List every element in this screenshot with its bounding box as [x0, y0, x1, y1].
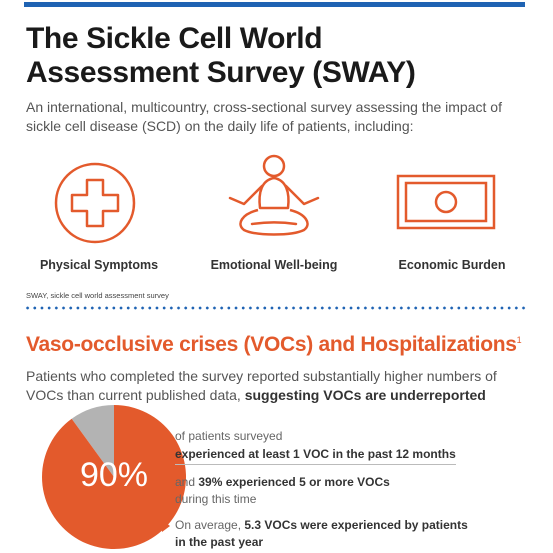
reference-marker: 1 [516, 335, 522, 345]
intro-plain: Patients who completed the survey report… [26, 368, 497, 403]
stat-line-2-text: experienced at least 1 VOC in the past 1… [175, 447, 456, 461]
stat-line-5-plain: On average, [175, 518, 245, 532]
stat-line-3: and 39% experienced 5 or more VOCs [175, 475, 390, 489]
pie-main-slice [41, 405, 186, 549]
arrow-bullet-icon [162, 520, 170, 532]
pie-remainder-slice [71, 405, 114, 477]
page-title: The Sickle Cell World Assessment Survey … [26, 22, 526, 90]
medical-cross-icon [54, 162, 136, 244]
impact-label-physical: Physical Symptoms [39, 258, 159, 272]
stat-line-3-plain: and [175, 475, 199, 489]
section-title: Vaso-occlusive crises (VOCs) and Hospita… [26, 333, 522, 357]
survey-description: An international, multicountry, cross-se… [26, 99, 502, 134]
stat-line-5-bold: 5.3 VOCs were experienced by patients [244, 518, 468, 532]
pie-percent-label: 90% [80, 456, 148, 494]
dotted-divider [24, 306, 529, 310]
voc-percent-pie: 90% [41, 405, 186, 549]
banknote-icon [396, 174, 496, 230]
footnote: SWAY, sickle cell world assessment surve… [26, 291, 169, 300]
stat-line-6: in the past year [175, 535, 263, 549]
top-rule [24, 2, 525, 7]
stat-line-4: during this time [175, 492, 257, 506]
stat-line-5: On average, 5.3 VOCs were experienced by… [175, 518, 468, 532]
stat-line-6-bold: in the past year [175, 535, 264, 549]
impact-label-economic: Economic Burden [398, 258, 506, 272]
stat-line-1: of patients surveyed [175, 429, 283, 443]
meditation-icon [228, 154, 320, 236]
title-line-2: Assessment Survey (SWAY) [26, 56, 416, 89]
impact-label-emotional: Emotional Well-being [210, 258, 338, 272]
stat-line-3-bold: 39% experienced 5 or more VOCs [198, 475, 390, 489]
title-line-1: The Sickle Cell World [26, 22, 323, 55]
section-intro: Patients who completed the survey report… [26, 367, 536, 405]
section-title-text: Vaso-occlusive crises (VOCs) and Hospita… [26, 333, 517, 356]
intro-emphasis: suggesting VOCs are underreported [244, 387, 486, 403]
stat-line-2: experienced at least 1 VOC in the past 1… [175, 447, 456, 465]
